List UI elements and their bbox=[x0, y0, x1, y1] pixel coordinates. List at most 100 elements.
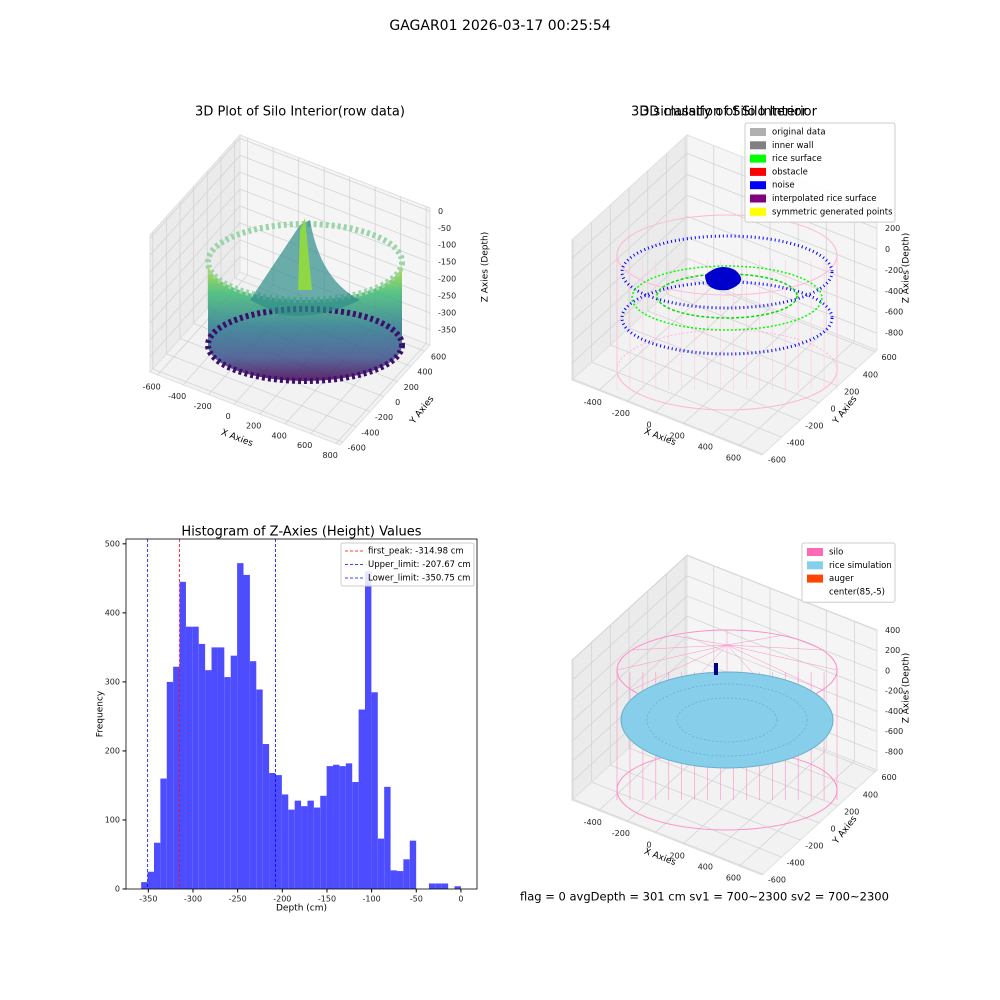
legend-label: rice simulation bbox=[829, 561, 892, 571]
z-tick-label: -150 bbox=[438, 258, 456, 267]
x-tick-label: -200 bbox=[194, 402, 212, 411]
x-tick-label: -400 bbox=[584, 818, 602, 827]
x-tick-label: 0 bbox=[646, 420, 651, 429]
bar bbox=[326, 766, 334, 889]
y-tick-label: 400 bbox=[863, 370, 878, 379]
bar bbox=[262, 744, 270, 889]
bar bbox=[294, 800, 302, 889]
z-axis-label: Z Axies (Depth) bbox=[481, 232, 491, 303]
grid-line bbox=[628, 327, 820, 404]
y-tick-label: 100 bbox=[105, 815, 120, 824]
bar bbox=[441, 883, 449, 889]
x-tick-label: 0 bbox=[226, 412, 231, 421]
grid-line bbox=[686, 615, 878, 692]
bar bbox=[217, 647, 225, 889]
y-tick-label: 400 bbox=[105, 608, 120, 617]
wire bbox=[616, 644, 728, 671]
bar bbox=[198, 643, 206, 889]
grid-line bbox=[711, 329, 827, 436]
x-tick-label: -200 bbox=[612, 829, 630, 838]
z-tick-label: -300 bbox=[438, 308, 456, 317]
legend-swatch bbox=[750, 167, 766, 176]
rice-mesh bbox=[646, 683, 808, 757]
y-tick-label: 500 bbox=[105, 539, 120, 548]
y-tick-label: -200 bbox=[375, 413, 393, 422]
bar bbox=[288, 809, 295, 889]
z-tick-label: 0 bbox=[885, 245, 890, 254]
bar bbox=[333, 764, 340, 889]
y-tick-label: 200 bbox=[404, 383, 419, 392]
z-axis-label: Z Axies (Depth) bbox=[902, 653, 912, 724]
z-tick-label: -400 bbox=[885, 287, 903, 296]
grid-line bbox=[239, 154, 431, 229]
legend-box bbox=[801, 542, 896, 603]
bar bbox=[224, 677, 231, 889]
x-tick-label: 400 bbox=[698, 863, 713, 872]
legend-box bbox=[340, 542, 475, 587]
rice-mesh bbox=[676, 697, 778, 743]
x-tick-label: -350 bbox=[139, 895, 157, 904]
legend-label: auger bbox=[829, 574, 854, 584]
x-tick-label: 800 bbox=[323, 451, 338, 460]
bar bbox=[396, 871, 404, 889]
legend-swatch bbox=[750, 194, 766, 203]
legend-swatch bbox=[807, 548, 823, 556]
bar bbox=[166, 681, 174, 889]
bar bbox=[141, 882, 148, 889]
legend-swatch bbox=[750, 141, 766, 150]
legend-label: inner wall bbox=[772, 141, 813, 151]
grid-line bbox=[686, 595, 878, 672]
bar bbox=[409, 840, 417, 889]
x-axis-label: Depth (cm) bbox=[276, 904, 327, 914]
bar bbox=[256, 689, 263, 889]
z-tick-label: -200 bbox=[885, 266, 903, 275]
grid-line bbox=[647, 310, 838, 387]
bar bbox=[243, 574, 250, 889]
legend-label: silo bbox=[829, 548, 843, 558]
grid-line bbox=[666, 293, 857, 370]
wire bbox=[726, 635, 783, 646]
y-tick-label: -400 bbox=[361, 428, 379, 437]
legend-swatch bbox=[807, 574, 823, 583]
grid-line bbox=[571, 257, 688, 364]
grid-line bbox=[149, 138, 241, 239]
grid-line bbox=[335, 343, 427, 444]
z-tick-label: -600 bbox=[885, 727, 903, 736]
grid-line bbox=[166, 353, 357, 428]
bar bbox=[230, 655, 238, 889]
x-tick-label: -200 bbox=[273, 895, 291, 904]
y-tick-label: 200 bbox=[844, 807, 859, 816]
grid-line bbox=[739, 760, 855, 867]
z-tick-label: 400 bbox=[885, 626, 900, 635]
silo-top bbox=[616, 214, 838, 296]
bar bbox=[428, 883, 436, 889]
bar bbox=[281, 794, 289, 889]
x-tick-label: 600 bbox=[726, 874, 741, 883]
bar bbox=[147, 871, 154, 889]
z-tick-label: -50 bbox=[438, 224, 451, 233]
bar bbox=[313, 807, 321, 889]
grid-line bbox=[571, 174, 688, 280]
legend-swatch bbox=[750, 181, 766, 190]
y-tick-label: 600 bbox=[881, 353, 896, 362]
z-tick-label: -600 bbox=[885, 308, 903, 317]
grid-line bbox=[149, 239, 241, 341]
y-tick-label: -600 bbox=[768, 876, 786, 885]
bar bbox=[358, 709, 366, 889]
bar bbox=[249, 661, 257, 889]
bar bbox=[179, 581, 186, 889]
grid-line bbox=[591, 781, 782, 858]
wire bbox=[726, 644, 838, 671]
bar bbox=[365, 571, 372, 889]
x-tick-label: 600 bbox=[297, 441, 312, 450]
grid-line bbox=[686, 575, 878, 652]
x-tick-label: -100 bbox=[363, 895, 381, 904]
legend-label: original data bbox=[772, 128, 826, 138]
y-axis-label: Frequency bbox=[96, 690, 106, 737]
grid-line bbox=[626, 296, 743, 402]
bar bbox=[371, 692, 378, 889]
x-tick-label: 400 bbox=[272, 431, 287, 440]
plot-frame bbox=[125, 538, 478, 890]
rice-surface bbox=[631, 265, 823, 331]
